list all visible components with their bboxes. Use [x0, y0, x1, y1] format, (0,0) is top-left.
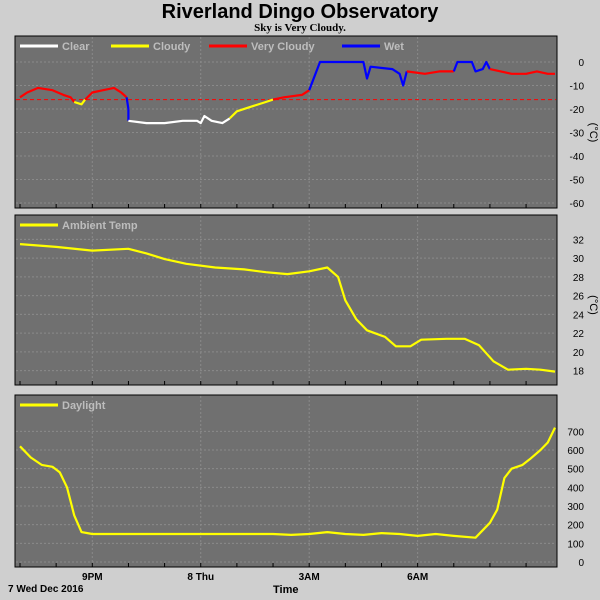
series-line — [19, 427, 556, 539]
y-tick-label: -10 — [570, 82, 585, 93]
series-line — [125, 97, 130, 121]
y-tick-label: -60 — [570, 199, 585, 210]
y-tick-label: 20 — [573, 348, 585, 359]
panel-background — [14, 394, 558, 568]
y-tick-label: 30 — [573, 254, 585, 265]
y-tick-label: 32 — [573, 235, 585, 246]
series-line — [19, 243, 556, 373]
y-axis-label: (°C) — [587, 295, 599, 315]
x-tick-label: 8 Thu — [187, 572, 214, 583]
y-tick-label: 0 — [578, 558, 584, 569]
y-tick-label: -40 — [570, 152, 585, 163]
y-tick-label: 18 — [573, 367, 585, 378]
chart-panel-3: 700 600 500 400 300 200 100 0 Daylight — [14, 394, 584, 569]
y-tick-label: -30 — [570, 129, 585, 140]
y-tick-label: 28 — [573, 273, 585, 284]
series-line — [308, 60, 408, 91]
y-tick-label: 22 — [573, 329, 585, 340]
legend-label: Very Cloudy — [251, 41, 315, 53]
y-tick-label: 700 — [567, 427, 584, 438]
series-line — [128, 114, 231, 125]
x-tick-label: 9PM — [82, 572, 103, 583]
y-tick-label: -50 — [570, 176, 585, 187]
legend-label: Daylight — [62, 400, 106, 412]
legend-label: Clear — [62, 41, 90, 53]
series-line — [406, 70, 454, 75]
y-tick-label: 24 — [573, 310, 585, 321]
legend-label: Cloudy — [153, 41, 191, 53]
x-tick-label: 3AM — [299, 572, 320, 583]
y-tick-label: 200 — [567, 521, 584, 532]
y-axis-label: (°C) — [587, 123, 599, 143]
series-line — [228, 98, 274, 120]
y-tick-label: 300 — [567, 502, 584, 513]
panel-background — [14, 214, 558, 386]
time-axis-label: Time — [273, 584, 299, 596]
y-tick-label: 500 — [567, 465, 584, 476]
x-tick-label: 6AM — [407, 572, 428, 583]
series-line — [73, 98, 86, 106]
legend-label: Wet — [384, 41, 404, 53]
chart-panel-2: 32 30 28 26 24 22 20 18 (°C) Ambient Temp — [14, 214, 599, 386]
series-line — [19, 86, 76, 103]
start-date: 7 Wed Dec 2016 — [8, 584, 84, 595]
series-line — [452, 60, 491, 73]
y-tick-label: 100 — [567, 539, 584, 550]
y-tick-label: 26 — [573, 292, 585, 303]
chart-panel-1: 0 -10 -20 -30 -40 -50 -60 (°C) Clear Cloudy Very C… — [14, 35, 599, 210]
series-line — [489, 68, 555, 75]
y-tick-label: -20 — [570, 105, 585, 116]
series-line — [84, 86, 128, 101]
y-tick-label: 0 — [578, 58, 584, 69]
series-line — [272, 89, 310, 101]
page-title: Riverland Dingo Observatory — [161, 1, 439, 23]
sky-status: Sky is Very Cloudy. — [254, 22, 346, 34]
y-tick-label: 400 — [567, 483, 584, 494]
legend-label: Ambient Temp — [62, 220, 138, 232]
y-tick-label: 600 — [567, 446, 584, 457]
